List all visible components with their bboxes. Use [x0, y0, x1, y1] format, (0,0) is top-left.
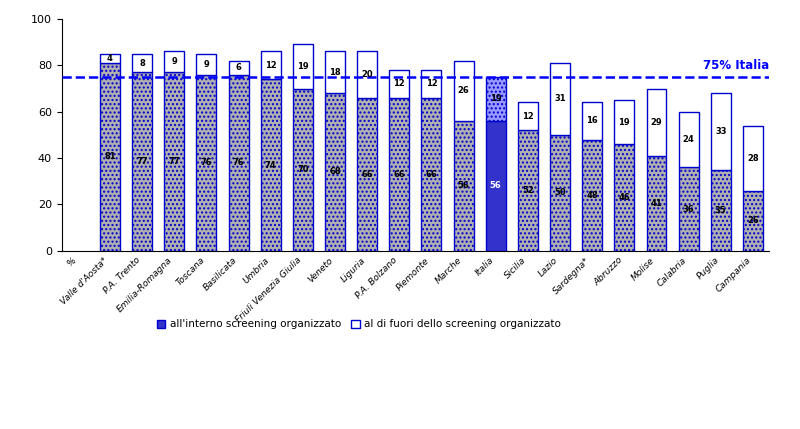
Bar [614, 144, 634, 251]
Text: 46: 46 [618, 193, 630, 202]
Bar [197, 75, 216, 251]
Text: 26: 26 [747, 216, 759, 225]
Text: 31: 31 [554, 94, 566, 103]
Bar [357, 51, 377, 98]
Bar [711, 169, 730, 251]
Text: 76: 76 [233, 158, 244, 167]
Text: 20: 20 [362, 70, 373, 79]
Bar [422, 98, 442, 251]
Bar [743, 126, 763, 190]
Bar [518, 103, 538, 130]
Text: 74: 74 [265, 160, 277, 169]
Text: 12: 12 [522, 112, 534, 121]
Text: 4: 4 [107, 54, 113, 63]
Text: 56: 56 [490, 181, 502, 190]
Bar [582, 103, 602, 139]
Bar [486, 121, 506, 251]
Bar [197, 54, 216, 75]
Text: 9: 9 [171, 57, 177, 66]
Text: 12: 12 [265, 61, 277, 70]
Text: 75% Italia: 75% Italia [702, 59, 769, 73]
Bar [293, 88, 313, 251]
Bar [132, 54, 152, 73]
Bar [646, 156, 666, 251]
Bar [454, 121, 474, 251]
Text: 35: 35 [715, 206, 726, 215]
Bar [550, 63, 570, 135]
Text: 66: 66 [394, 170, 405, 179]
Bar [164, 51, 184, 73]
Text: 19: 19 [618, 118, 630, 127]
Bar [357, 98, 377, 251]
Legend: all'interno screening organizzato, al di fuori dello screening organizzato: all'interno screening organizzato, al di… [153, 315, 565, 334]
Text: 52: 52 [522, 186, 534, 195]
Bar [229, 61, 249, 75]
Text: 8: 8 [139, 58, 145, 67]
Text: 18: 18 [329, 68, 341, 77]
Bar [100, 63, 120, 251]
Text: 56: 56 [458, 181, 470, 190]
Text: 76: 76 [201, 158, 212, 167]
Text: 77: 77 [136, 157, 148, 166]
Bar [132, 73, 152, 251]
Text: 26: 26 [458, 86, 470, 95]
Text: 66: 66 [362, 170, 373, 179]
Text: 48: 48 [586, 190, 598, 199]
Text: 9: 9 [203, 60, 210, 69]
Text: 81: 81 [104, 152, 116, 161]
Bar [646, 88, 666, 156]
Bar [390, 70, 410, 98]
Bar [325, 51, 345, 93]
Text: 68: 68 [329, 167, 341, 176]
Text: 28: 28 [747, 154, 758, 163]
Text: 16: 16 [586, 117, 598, 126]
Bar [422, 70, 442, 98]
Bar [518, 130, 538, 251]
Bar [261, 51, 281, 79]
Bar [229, 75, 249, 251]
Bar [100, 54, 120, 63]
Text: 19: 19 [297, 62, 309, 71]
Bar [614, 100, 634, 144]
Bar [261, 79, 281, 251]
Bar [743, 190, 763, 251]
Bar [582, 139, 602, 251]
Bar [678, 112, 698, 167]
Bar [486, 77, 506, 121]
Text: 12: 12 [394, 79, 405, 88]
Text: 12: 12 [426, 79, 438, 88]
Text: 70: 70 [297, 165, 309, 174]
Text: 19: 19 [490, 94, 502, 103]
Text: 41: 41 [650, 199, 662, 208]
Bar [293, 45, 313, 88]
Bar [454, 61, 474, 121]
Text: 66: 66 [426, 170, 438, 179]
Bar [164, 73, 184, 251]
Text: 33: 33 [715, 127, 726, 136]
Text: 29: 29 [650, 118, 662, 127]
Bar [550, 135, 570, 251]
Text: 77: 77 [169, 157, 180, 166]
Bar [390, 98, 410, 251]
Text: 6: 6 [236, 63, 242, 72]
Text: 24: 24 [682, 135, 694, 144]
Text: 36: 36 [683, 205, 694, 214]
Text: 50: 50 [554, 188, 566, 197]
Bar [711, 93, 730, 169]
Bar [325, 93, 345, 251]
Bar [678, 167, 698, 251]
